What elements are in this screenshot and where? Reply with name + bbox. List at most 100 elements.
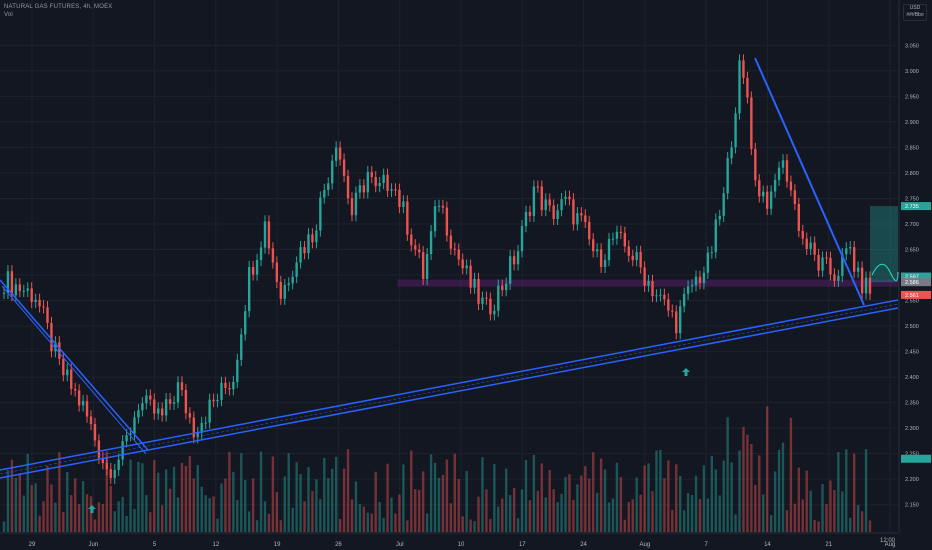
volume-bar bbox=[346, 449, 350, 532]
volume-bar bbox=[232, 471, 235, 532]
candle-body bbox=[655, 295, 658, 297]
volume-bar bbox=[327, 478, 330, 532]
candle-body bbox=[251, 267, 255, 275]
volume-indicator-label[interactable]: Vol bbox=[4, 12, 13, 18]
candle-body bbox=[742, 60, 745, 78]
candle-body bbox=[418, 249, 421, 253]
candle-body bbox=[145, 395, 148, 404]
x-tick-label: 24 bbox=[580, 542, 587, 548]
candle-body bbox=[773, 179, 777, 192]
volume-bar bbox=[73, 478, 77, 532]
volume-bar bbox=[643, 465, 646, 532]
candle-body bbox=[410, 234, 413, 246]
candle-body bbox=[224, 382, 227, 388]
volume-bar bbox=[85, 494, 89, 532]
volume-bar bbox=[635, 477, 638, 532]
candle-body bbox=[216, 399, 219, 402]
candle-body bbox=[722, 193, 725, 216]
candle-body bbox=[331, 160, 334, 184]
volume-bar bbox=[54, 502, 57, 532]
candle-body bbox=[766, 191, 769, 209]
volume-bar bbox=[461, 516, 464, 532]
volume-bar bbox=[81, 480, 85, 532]
candle-body bbox=[849, 247, 852, 249]
candle-body bbox=[30, 288, 33, 303]
candle-body bbox=[42, 306, 45, 308]
volume-bar bbox=[718, 495, 721, 532]
currency-selector[interactable]: USD ###Bbo bbox=[903, 4, 927, 21]
price-label-box bbox=[901, 202, 931, 211]
y-tick-label: 2.150 bbox=[905, 503, 919, 509]
volume-bar bbox=[97, 502, 101, 532]
volume-bar bbox=[6, 470, 10, 532]
y-tick-label: 2.500 bbox=[905, 324, 919, 330]
volume-bar bbox=[89, 496, 93, 532]
volume-bar bbox=[837, 452, 840, 532]
volume-bar bbox=[244, 479, 247, 532]
candle-body bbox=[2, 292, 6, 294]
candle-body bbox=[370, 172, 373, 178]
candle-body bbox=[184, 389, 188, 414]
candle-body bbox=[501, 285, 504, 291]
candle-body bbox=[809, 242, 812, 249]
volume-bar bbox=[263, 501, 267, 532]
y-tick-label: 2.750 bbox=[905, 196, 919, 202]
candle-body bbox=[718, 215, 721, 220]
candle-body bbox=[540, 186, 543, 211]
candle-body bbox=[631, 255, 634, 261]
volume-bar bbox=[686, 493, 690, 532]
candle-body bbox=[599, 249, 603, 267]
candle-body bbox=[690, 285, 694, 287]
volume-bar bbox=[493, 464, 496, 532]
candle-body bbox=[192, 417, 195, 438]
volume-bar bbox=[758, 455, 761, 532]
volume-bar bbox=[350, 499, 354, 532]
candle-body bbox=[595, 249, 599, 252]
volume-bar bbox=[287, 453, 290, 532]
volume-bar bbox=[338, 519, 342, 532]
candle-body bbox=[157, 408, 160, 414]
candle-body bbox=[89, 416, 93, 425]
candle-body bbox=[425, 254, 429, 279]
candle-body bbox=[271, 248, 275, 263]
candle-body bbox=[34, 299, 37, 303]
volume-bar bbox=[497, 506, 500, 532]
volume-bar bbox=[378, 502, 381, 532]
volume-bar bbox=[113, 511, 116, 532]
price-label-text: 2.735 bbox=[905, 204, 919, 210]
candle-body bbox=[244, 311, 247, 335]
candle-body bbox=[366, 172, 369, 193]
candle-body bbox=[283, 285, 286, 299]
candle-body bbox=[556, 210, 559, 219]
candle-body bbox=[362, 185, 366, 193]
candle-body bbox=[164, 399, 168, 416]
volume-bar bbox=[864, 449, 868, 532]
volume-bar bbox=[611, 498, 615, 532]
volume-bar bbox=[319, 499, 322, 532]
candle-body bbox=[200, 422, 203, 433]
candle-body bbox=[457, 249, 460, 260]
volume-bar bbox=[255, 520, 259, 532]
y-tick-label: 3.050 bbox=[905, 43, 919, 49]
volume-bar bbox=[750, 443, 753, 532]
candle-body bbox=[785, 160, 789, 182]
volume-bar bbox=[805, 470, 808, 532]
rising-trendline-lower bbox=[0, 307, 899, 479]
candle-body bbox=[255, 259, 259, 275]
candle-body bbox=[469, 265, 472, 288]
y-tick-label: 2.400 bbox=[905, 375, 919, 381]
volume-bar bbox=[26, 453, 29, 532]
candle-body bbox=[168, 399, 172, 404]
candle-body bbox=[473, 278, 476, 288]
volume-bar bbox=[398, 494, 401, 532]
volume-bar bbox=[769, 515, 773, 532]
volume-bar bbox=[671, 509, 674, 532]
volume-bar bbox=[291, 507, 294, 532]
candle-body bbox=[228, 387, 231, 390]
volume-bar bbox=[584, 466, 587, 532]
candle-body bbox=[623, 232, 627, 247]
candle-body bbox=[196, 432, 199, 438]
candle-body bbox=[777, 167, 781, 180]
